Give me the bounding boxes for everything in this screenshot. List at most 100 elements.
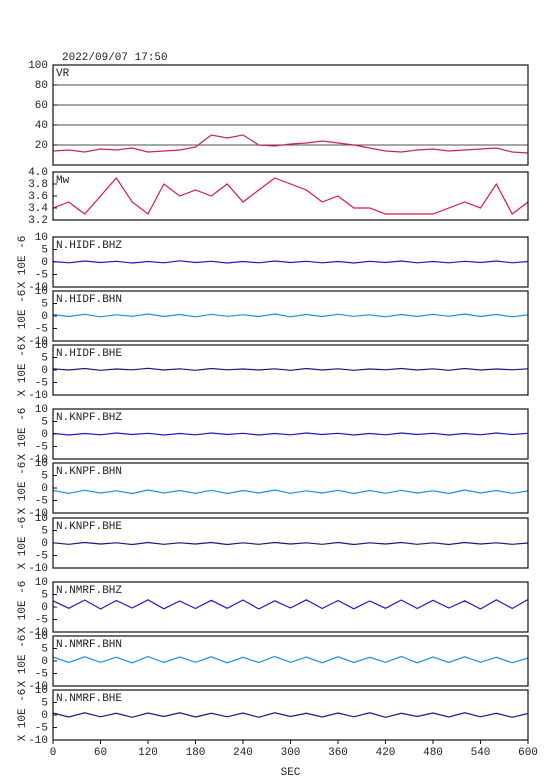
- y-tick-label: 0: [41, 538, 48, 550]
- y-tick-label: 10: [35, 685, 48, 697]
- y-tick-label: 0: [41, 257, 48, 269]
- x-tick-label: 420: [376, 747, 396, 759]
- y-tick-label: -5: [35, 495, 48, 507]
- y-tick-label: -5: [35, 550, 48, 562]
- y-axis-label: X 10E -6: [17, 344, 29, 397]
- x-tick-label: 300: [281, 747, 301, 759]
- y-tick-label: 5: [41, 416, 48, 428]
- series-line: [52, 367, 529, 371]
- x-tick-label: 360: [328, 747, 348, 759]
- y-tick-label: 40: [35, 120, 48, 132]
- y-tick-label: -5: [35, 323, 48, 335]
- y-tick-label: -5: [35, 377, 48, 389]
- y-tick-label: 10: [35, 513, 48, 525]
- plot-frame: [52, 290, 529, 342]
- y-tick-label: -10: [28, 681, 48, 693]
- series-label: N.KNPF.BHN: [56, 466, 122, 478]
- x-tick-label: 600: [518, 747, 538, 759]
- y-tick-label: 5: [41, 244, 48, 256]
- y-axis-label: X 10E -6: [17, 517, 29, 570]
- series-line: [52, 655, 529, 664]
- series-label: N.NMRF.BHE: [56, 693, 122, 705]
- y-tick-label: -10: [28, 735, 48, 747]
- series-label: VR: [56, 68, 70, 80]
- plot-frame: [52, 462, 529, 514]
- x-tick-label: 120: [138, 747, 158, 759]
- y-tick-label: 5: [41, 470, 48, 482]
- y-axis-label: X 10E -6: [17, 689, 29, 742]
- y-tick-label: 10: [35, 232, 48, 244]
- series-label: N.KNPF.BHE: [56, 521, 122, 533]
- series-label: N.KNPF.BHZ: [56, 412, 122, 424]
- y-tick-label: 0: [41, 483, 48, 495]
- plot-frame: [52, 517, 529, 569]
- y-tick-label: 0: [41, 429, 48, 441]
- series-line: [52, 177, 529, 215]
- series-label: Mw: [56, 175, 70, 187]
- series-line: [52, 541, 529, 546]
- series-line: [52, 313, 529, 318]
- y-tick-label: 5: [41, 589, 48, 601]
- y-tick-label: 5: [41, 352, 48, 364]
- x-tick-label: 180: [186, 747, 206, 759]
- y-tick-label: 3.4: [28, 203, 48, 215]
- y-tick-label: 5: [41, 298, 48, 310]
- plot-frame: [52, 344, 529, 396]
- plot-frame: [52, 408, 529, 460]
- y-tick-label: -5: [35, 668, 48, 680]
- y-tick-label: 10: [35, 404, 48, 416]
- series-label: N.HIDF.BHN: [56, 294, 122, 306]
- series-line: [52, 134, 529, 154]
- x-tick-label: 540: [471, 747, 491, 759]
- y-tick-label: 0: [41, 656, 48, 668]
- y-tick-label: 20: [35, 140, 48, 152]
- y-tick-label: 3.6: [28, 191, 48, 203]
- series-line: [52, 598, 529, 610]
- y-tick-label: -10: [28, 282, 48, 294]
- y-tick-label: -5: [35, 269, 48, 281]
- x-axis-label: SEC: [281, 767, 301, 779]
- y-tick-label: 60: [35, 100, 48, 112]
- x-tick-label: 240: [233, 747, 253, 759]
- series-label: N.NMRF.BHZ: [56, 585, 122, 597]
- y-tick-label: 5: [41, 643, 48, 655]
- series-label: N.HIDF.BHZ: [56, 240, 122, 252]
- x-tick-label: 480: [423, 747, 443, 759]
- plot-frame: [52, 581, 529, 633]
- y-tick-label: -10: [28, 563, 48, 575]
- plot-frame: [52, 171, 529, 221]
- series-line: [52, 432, 529, 436]
- y-tick-label: 0: [41, 365, 48, 377]
- y-axis-label: X 10E -6: [17, 408, 29, 461]
- y-tick-label: 10: [35, 631, 48, 643]
- y-tick-label: -10: [28, 336, 48, 348]
- chart-title: 2022/09/07 17:50: [62, 52, 168, 64]
- y-tick-label: 0: [41, 311, 48, 323]
- y-tick-label: 3.8: [28, 179, 48, 191]
- y-axis-label: X 10E -6: [17, 290, 29, 343]
- y-tick-label: 5: [41, 525, 48, 537]
- y-tick-label: 10: [35, 458, 48, 470]
- y-tick-label: 0: [41, 710, 48, 722]
- series-line: [52, 489, 529, 495]
- plot-frame: [52, 236, 529, 288]
- y-axis-label: X 10E -6: [17, 462, 29, 515]
- y-tick-label: 100: [28, 60, 48, 72]
- y-tick-label: -10: [28, 508, 48, 520]
- plot-frame: [52, 64, 529, 166]
- series-label: N.HIDF.BHE: [56, 348, 122, 360]
- y-tick-label: 3.2: [28, 215, 48, 227]
- series-line: [52, 260, 529, 264]
- y-tick-label: 5: [41, 697, 48, 709]
- series-line: [52, 712, 529, 718]
- y-tick-label: -10: [28, 627, 48, 639]
- y-tick-label: -5: [35, 441, 48, 453]
- y-tick-label: -5: [35, 614, 48, 626]
- y-tick-label: -5: [35, 722, 48, 734]
- y-tick-label: -10: [28, 390, 48, 402]
- y-tick-label: 0: [41, 602, 48, 614]
- y-tick-label: 80: [35, 80, 48, 92]
- y-axis-label: X 10E -6: [17, 581, 29, 634]
- y-tick-label: 10: [35, 340, 48, 352]
